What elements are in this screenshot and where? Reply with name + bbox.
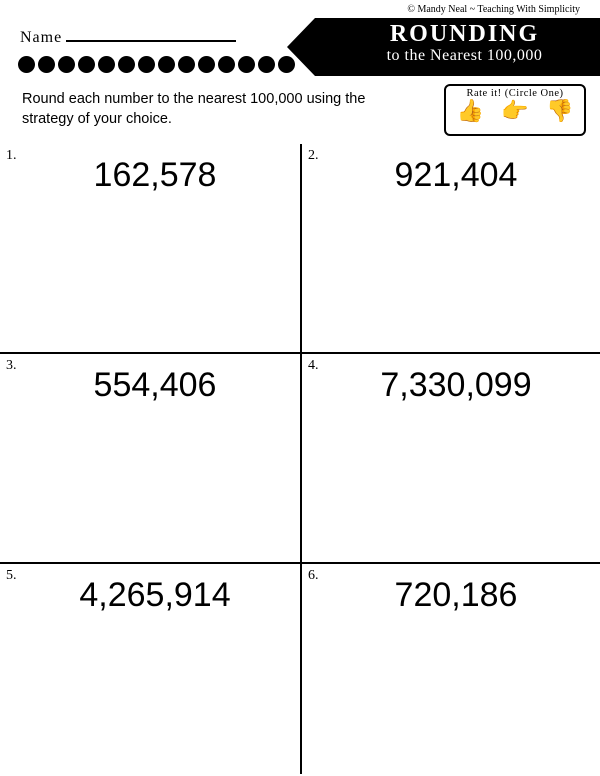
name-row: Name bbox=[20, 28, 236, 47]
banner-title: ROUNDING bbox=[335, 22, 594, 46]
instructions-text: Round each number to the nearest 100,000… bbox=[22, 90, 402, 129]
problem-cell[interactable]: 1. 162,578 bbox=[0, 144, 300, 352]
banner-subtitle: to the Nearest 100,000 bbox=[335, 46, 594, 65]
problem-value: 921,404 bbox=[310, 156, 592, 195]
dot-icon bbox=[198, 56, 215, 73]
dot-icon bbox=[258, 56, 275, 73]
dot-icon bbox=[78, 56, 95, 73]
problem-grid: 1. 162,578 2. 921,404 3. 554,406 4. 7,33… bbox=[0, 144, 600, 774]
dot-icon bbox=[118, 56, 135, 73]
name-label: Name bbox=[20, 29, 62, 47]
problem-value: 720,186 bbox=[310, 576, 592, 615]
dot-icon bbox=[58, 56, 75, 73]
problem-cell[interactable]: 6. 720,186 bbox=[300, 564, 600, 774]
grid-row: 5. 4,265,914 6. 720,186 bbox=[0, 564, 600, 774]
dot-icon bbox=[38, 56, 55, 73]
dot-icon bbox=[18, 56, 35, 73]
problem-value: 554,406 bbox=[8, 366, 292, 405]
thumbs-side-icon[interactable]: 👉 bbox=[501, 100, 528, 122]
thumbs-down-icon[interactable]: 👎 bbox=[546, 100, 573, 122]
dot-icon bbox=[158, 56, 175, 73]
dot-icon bbox=[98, 56, 115, 73]
dot-icon bbox=[178, 56, 195, 73]
problem-value: 162,578 bbox=[8, 156, 292, 195]
grid-row: 1. 162,578 2. 921,404 bbox=[0, 144, 600, 354]
rate-icons: 👍 👉 👎 bbox=[448, 100, 582, 122]
dot-icon bbox=[218, 56, 235, 73]
problem-number: 5. bbox=[6, 568, 17, 584]
dot-icon bbox=[238, 56, 255, 73]
problem-number: 6. bbox=[308, 568, 319, 584]
dot-icon bbox=[278, 56, 295, 73]
problem-cell[interactable]: 3. 554,406 bbox=[0, 354, 300, 562]
copyright-text: © Mandy Neal ~ Teaching With Simplicity bbox=[407, 4, 580, 15]
grid-row: 3. 554,406 4. 7,330,099 bbox=[0, 354, 600, 564]
problem-number: 1. bbox=[6, 148, 17, 164]
problem-number: 2. bbox=[308, 148, 319, 164]
problem-cell[interactable]: 5. 4,265,914 bbox=[0, 564, 300, 774]
name-input-line[interactable] bbox=[66, 28, 236, 42]
title-banner: ROUNDING to the Nearest 100,000 bbox=[315, 18, 600, 76]
rate-it-box: Rate it! (Circle One) 👍 👉 👎 bbox=[444, 84, 586, 136]
problem-value: 4,265,914 bbox=[8, 576, 292, 615]
dot-icon bbox=[138, 56, 155, 73]
problem-value: 7,330,099 bbox=[310, 366, 592, 405]
problem-cell[interactable]: 4. 7,330,099 bbox=[300, 354, 600, 562]
problem-cell[interactable]: 2. 921,404 bbox=[300, 144, 600, 352]
problem-number: 3. bbox=[6, 358, 17, 374]
thumbs-up-icon[interactable]: 👍 bbox=[457, 100, 484, 122]
decorative-dots bbox=[18, 56, 295, 73]
problem-number: 4. bbox=[308, 358, 319, 374]
